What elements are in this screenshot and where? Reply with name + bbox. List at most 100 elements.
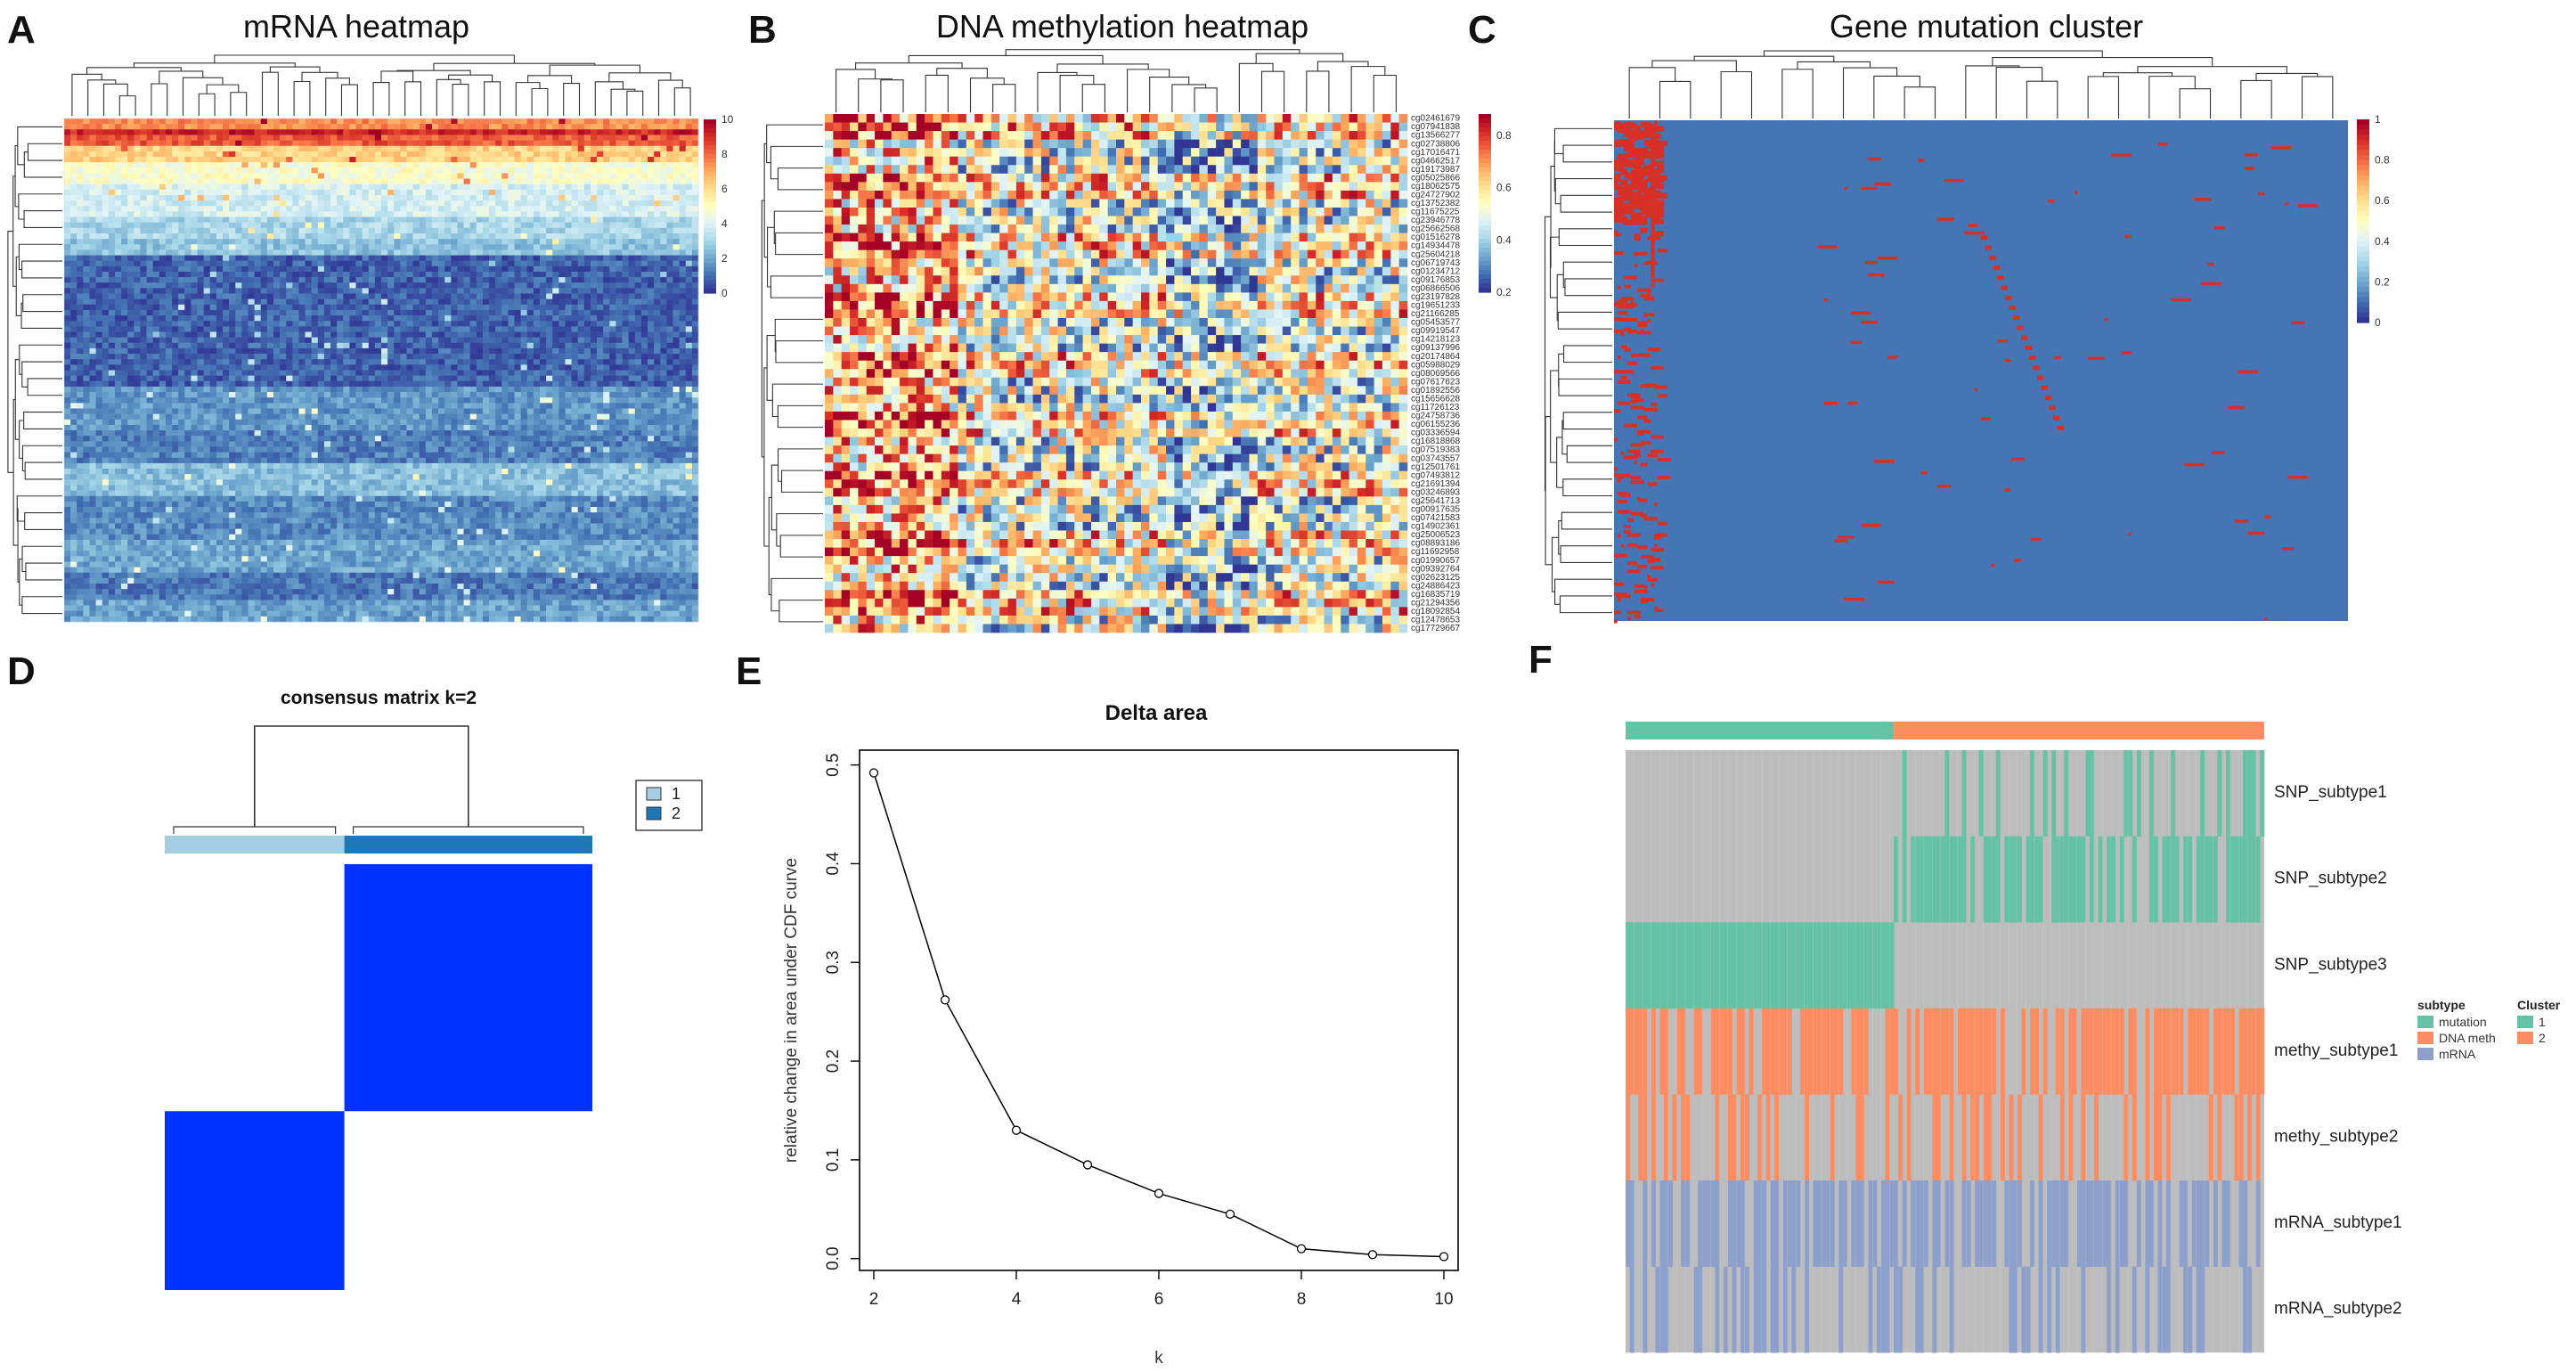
mrna-heatmap-cell bbox=[469, 337, 477, 344]
mrna-heatmap-cell bbox=[615, 244, 623, 250]
mrna-heatmap-cell bbox=[260, 216, 268, 223]
mrna-heatmap-cell bbox=[203, 206, 211, 212]
mrna-heatmap-cell bbox=[165, 282, 173, 289]
mrna-heatmap-cell bbox=[140, 206, 147, 212]
mrna-heatmap-cell bbox=[260, 173, 268, 179]
mrna-heatmap-cell bbox=[444, 124, 452, 130]
mrna-heatmap-cell bbox=[412, 315, 420, 322]
mrna-heatmap-cell bbox=[508, 298, 515, 306]
mrna-heatmap-cell bbox=[83, 293, 90, 299]
mrna-heatmap-cell bbox=[203, 151, 211, 158]
mrna-heatmap-cell bbox=[260, 359, 268, 365]
mrna-heatmap-cell bbox=[514, 145, 521, 152]
mrna-heatmap-cell bbox=[463, 359, 470, 365]
mrna-heatmap-cell bbox=[469, 380, 477, 388]
mrna-heatmap-cell bbox=[634, 249, 642, 256]
mrna-heatmap-cell bbox=[660, 249, 667, 256]
mrna-heatmap-cell bbox=[260, 298, 268, 306]
mrna-heatmap-cell bbox=[565, 380, 572, 388]
mrna-heatmap-cell bbox=[546, 178, 553, 184]
mrna-heatmap-cell bbox=[533, 375, 541, 382]
mrna-heatmap-cell bbox=[673, 298, 680, 306]
mrna-heatmap-cell bbox=[640, 239, 648, 245]
mrna-heatmap-cell bbox=[476, 145, 484, 152]
mrna-heatmap-cell bbox=[673, 124, 680, 130]
mrna-heatmap-cell bbox=[241, 331, 249, 338]
mrna-heatmap-cell bbox=[89, 156, 96, 163]
mrna-heatmap-cell bbox=[495, 315, 502, 322]
mrna-heatmap-cell bbox=[654, 342, 661, 349]
mrna-heatmap-cell bbox=[70, 260, 77, 267]
mrna-heatmap-cell bbox=[457, 331, 464, 338]
mrna-heatmap-cell bbox=[266, 380, 274, 388]
mrna-heatmap-cell bbox=[83, 309, 90, 316]
mrna-heatmap-cell bbox=[648, 331, 655, 338]
mrna-heatmap-cell bbox=[223, 315, 230, 322]
mrna-heatmap-cell bbox=[463, 206, 470, 212]
mrna-heatmap-cell bbox=[476, 216, 484, 223]
mrna-heatmap-cell bbox=[419, 200, 427, 207]
mrna-heatmap-cell bbox=[583, 227, 591, 234]
mrna-heatmap-cell bbox=[412, 249, 420, 256]
mrna-heatmap-cell bbox=[266, 315, 274, 322]
mrna-heatmap-cell bbox=[603, 151, 610, 158]
mrna-heatmap-cell bbox=[526, 239, 534, 245]
mrna-heatmap-cell bbox=[540, 304, 547, 311]
mrna-heatmap-cell bbox=[482, 380, 490, 388]
mrna-heatmap-cell bbox=[603, 189, 610, 196]
mrna-heatmap-cell bbox=[431, 140, 439, 147]
mrna-heatmap-cell bbox=[691, 265, 699, 273]
mrna-heatmap-cell bbox=[165, 364, 173, 371]
mrna-heatmap-cell bbox=[241, 277, 249, 283]
mrna-heatmap-cell bbox=[526, 293, 534, 299]
mrna-heatmap-cell bbox=[140, 194, 147, 201]
mrna-heatmap-cell bbox=[685, 337, 693, 344]
mrna-heatmap-cell bbox=[330, 135, 338, 141]
mrna-heatmap-cell bbox=[368, 370, 376, 376]
mrna-heatmap-cell bbox=[501, 222, 509, 229]
mrna-heatmap-cell bbox=[685, 288, 693, 294]
mrna-heatmap-cell bbox=[451, 178, 458, 184]
mrna-heatmap-cell bbox=[654, 227, 661, 234]
mrna-heatmap-cell bbox=[191, 260, 198, 267]
mrna-heatmap-cell bbox=[381, 194, 388, 201]
mrna-heatmap-cell bbox=[476, 265, 484, 273]
mrna-heatmap-cell bbox=[114, 380, 122, 388]
mrna-heatmap-cell bbox=[533, 354, 541, 360]
mrna-heatmap-cell bbox=[673, 206, 680, 212]
mrna-heatmap-cell bbox=[77, 206, 84, 212]
mrna-heatmap-cell bbox=[463, 277, 470, 283]
mrna-heatmap-cell bbox=[229, 380, 236, 388]
mrna-heatmap-cell bbox=[273, 222, 281, 229]
mrna-heatmap-cell bbox=[451, 347, 458, 355]
mrna-heatmap-cell bbox=[609, 288, 616, 294]
mrna-heatmap-cell bbox=[337, 359, 344, 365]
mrna-heatmap-cell bbox=[444, 271, 452, 278]
mrna-heatmap-cell bbox=[108, 260, 116, 267]
mrna-heatmap-cell bbox=[184, 124, 192, 130]
mrna-heatmap-cell bbox=[323, 233, 331, 240]
mrna-heatmap-cell bbox=[425, 354, 433, 360]
mrna-heatmap-cell bbox=[691, 162, 699, 168]
mrna-heatmap-cell bbox=[266, 265, 274, 273]
mrna-heatmap-cell bbox=[83, 156, 90, 163]
mrna-heatmap-cell bbox=[622, 156, 629, 163]
mrna-heatmap-cell bbox=[330, 288, 338, 294]
mrna-heatmap-cell bbox=[400, 167, 407, 174]
mrna-heatmap-cell bbox=[431, 222, 439, 229]
mrna-heatmap-cell bbox=[387, 337, 395, 344]
mrna-heatmap-cell bbox=[457, 260, 464, 267]
mrna-heatmap-cell bbox=[83, 375, 90, 382]
mrna-heatmap-cell bbox=[590, 282, 598, 289]
mrna-heatmap-cell bbox=[349, 178, 356, 184]
mrna-heatmap-cell bbox=[654, 370, 661, 376]
mrna-heatmap-cell bbox=[476, 304, 484, 311]
mrna-heatmap-cell bbox=[552, 315, 559, 322]
mrna-heatmap-cell bbox=[191, 315, 198, 322]
mrna-heatmap-cell bbox=[489, 277, 496, 283]
mrna-heatmap-cell bbox=[70, 304, 77, 311]
mrna-heatmap-cell bbox=[254, 364, 262, 371]
mrna-heatmap-cell bbox=[565, 293, 572, 299]
mrna-heatmap-cell bbox=[540, 277, 547, 283]
mrna-heatmap-cell bbox=[622, 222, 629, 229]
